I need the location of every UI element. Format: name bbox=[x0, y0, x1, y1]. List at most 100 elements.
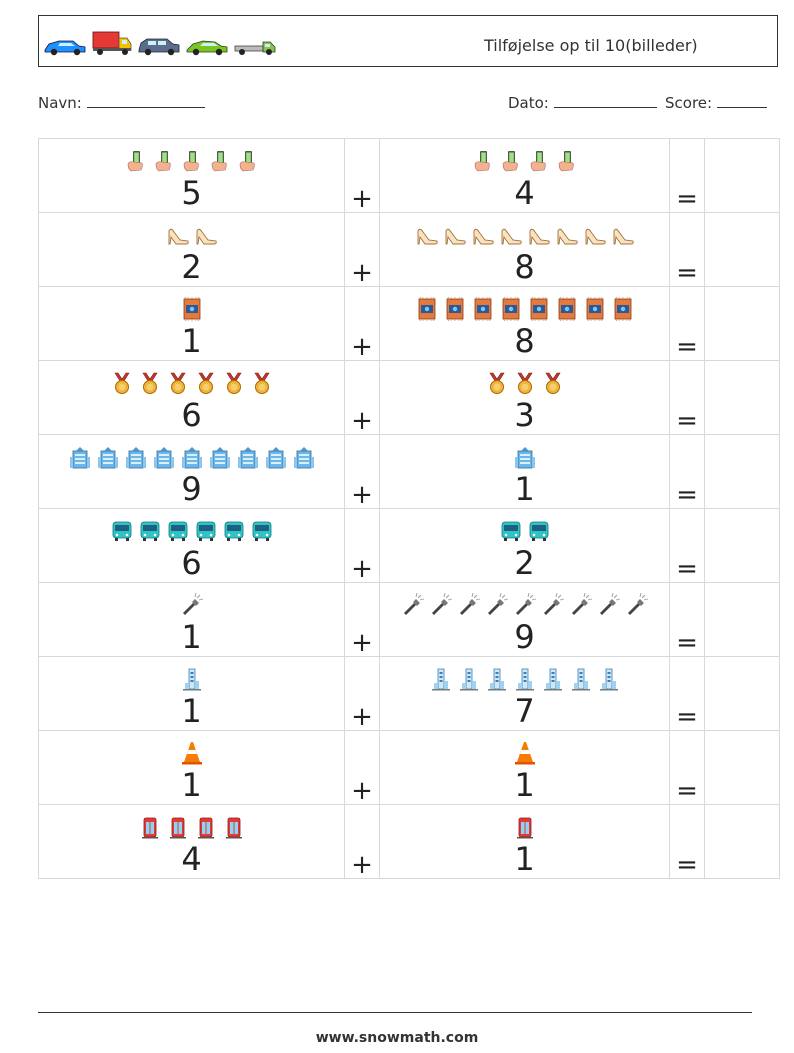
left-number: 1 bbox=[181, 322, 202, 360]
right-number: 1 bbox=[514, 766, 535, 804]
left-operand-cell: 1 bbox=[38, 656, 345, 731]
equals-sign: = bbox=[669, 360, 705, 435]
right-operand-cell: 1 bbox=[379, 434, 670, 509]
building-icon bbox=[69, 447, 90, 469]
right-icon-group bbox=[380, 814, 669, 840]
left-number: 6 bbox=[181, 396, 202, 434]
medal-icon bbox=[225, 372, 242, 394]
equals-sign: = bbox=[669, 730, 705, 805]
left-operand-cell: 2 bbox=[38, 212, 345, 287]
equals-sign: = bbox=[669, 656, 705, 731]
equals-sign: = bbox=[669, 138, 705, 213]
right-operand-cell: 8 bbox=[379, 212, 670, 287]
left-operand-cell: 1 bbox=[38, 286, 345, 361]
bus-icon bbox=[252, 521, 271, 541]
smartphone-hand-icon bbox=[558, 151, 574, 172]
phone-booth-icon bbox=[197, 817, 214, 839]
answer-cell[interactable] bbox=[704, 138, 780, 213]
left-operand-cell: 6 bbox=[38, 508, 345, 583]
right-number: 3 bbox=[514, 396, 535, 434]
equals-sign: = bbox=[669, 804, 705, 879]
bus-icon bbox=[112, 521, 131, 541]
left-icon-group bbox=[39, 296, 344, 322]
gray-suv-icon bbox=[138, 38, 180, 56]
bus-icon bbox=[224, 521, 243, 541]
bus-icon bbox=[529, 521, 548, 541]
building-icon bbox=[181, 447, 202, 469]
red-truck-icon bbox=[92, 31, 132, 55]
left-icon-group bbox=[39, 444, 344, 470]
date-label: Dato: bbox=[508, 94, 549, 112]
left-operand-cell: 4 bbox=[38, 804, 345, 879]
carpet-icon bbox=[183, 297, 200, 321]
answer-cell[interactable] bbox=[704, 730, 780, 805]
building-icon bbox=[237, 447, 258, 469]
answer-cell[interactable] bbox=[704, 286, 780, 361]
tower-icon bbox=[543, 668, 562, 691]
bus-icon bbox=[168, 521, 187, 541]
plus-sign: + bbox=[344, 138, 380, 213]
traffic-cone-icon bbox=[181, 742, 202, 765]
carpet-icon bbox=[446, 297, 463, 321]
answer-cell[interactable] bbox=[704, 804, 780, 879]
bus-icon bbox=[140, 521, 159, 541]
right-operand-cell: 1 bbox=[379, 730, 670, 805]
answer-cell[interactable] bbox=[704, 508, 780, 583]
carpet-icon bbox=[502, 297, 519, 321]
plus-sign: + bbox=[344, 286, 380, 361]
right-icon-group bbox=[380, 148, 669, 174]
high-heel-icon bbox=[168, 228, 189, 245]
building-icon bbox=[97, 447, 118, 469]
right-number: 8 bbox=[514, 322, 535, 360]
answer-cell[interactable] bbox=[704, 434, 780, 509]
medal-icon bbox=[544, 372, 561, 394]
answer-cell[interactable] bbox=[704, 656, 780, 731]
phone-booth-icon bbox=[225, 817, 242, 839]
left-operand-cell: 1 bbox=[38, 582, 345, 657]
tow-truck-icon bbox=[234, 41, 276, 55]
equals-sign: = bbox=[669, 286, 705, 361]
left-number: 2 bbox=[181, 248, 202, 286]
high-heel-icon bbox=[196, 228, 217, 245]
flashlight-icon bbox=[459, 593, 480, 615]
building-icon bbox=[125, 447, 146, 469]
problem-row: 4 +1 = bbox=[38, 804, 780, 879]
medal-icon bbox=[169, 372, 186, 394]
score-blank[interactable] bbox=[716, 93, 767, 108]
answer-cell[interactable] bbox=[704, 582, 780, 657]
left-icon-group bbox=[39, 666, 344, 692]
left-operand-cell: 6 bbox=[38, 360, 345, 435]
high-heel-icon bbox=[445, 228, 466, 245]
medal-icon bbox=[488, 372, 505, 394]
left-number: 5 bbox=[181, 174, 202, 212]
left-icon-group bbox=[39, 148, 344, 174]
bus-icon bbox=[501, 521, 520, 541]
carpet-icon bbox=[418, 297, 435, 321]
plus-sign: + bbox=[344, 212, 380, 287]
left-number: 9 bbox=[181, 470, 202, 508]
smartphone-hand-icon bbox=[211, 151, 227, 172]
left-operand-cell: 5 bbox=[38, 138, 345, 213]
problem-row: 6 +2 = bbox=[38, 508, 780, 583]
building-icon bbox=[514, 447, 535, 469]
answer-cell[interactable] bbox=[704, 212, 780, 287]
building-icon bbox=[265, 447, 286, 469]
name-blank[interactable] bbox=[86, 93, 205, 108]
high-heel-icon bbox=[585, 228, 606, 245]
right-operand-cell: 1 bbox=[379, 804, 670, 879]
plus-sign: + bbox=[344, 656, 380, 731]
smartphone-hand-icon bbox=[239, 151, 255, 172]
vehicle-icons bbox=[43, 26, 277, 56]
building-icon bbox=[293, 447, 314, 469]
answer-cell[interactable] bbox=[704, 360, 780, 435]
right-icon-group bbox=[380, 740, 669, 766]
tower-icon bbox=[515, 668, 534, 691]
medal-icon bbox=[253, 372, 270, 394]
plus-sign: + bbox=[344, 434, 380, 509]
left-operand-cell: 9 bbox=[38, 434, 345, 509]
problem-row: 1 +1 = bbox=[38, 730, 780, 805]
problem-row: 5 +4 = bbox=[38, 138, 780, 213]
right-icon-group bbox=[380, 666, 669, 692]
date-blank[interactable] bbox=[553, 93, 657, 108]
left-number: 1 bbox=[181, 766, 202, 804]
